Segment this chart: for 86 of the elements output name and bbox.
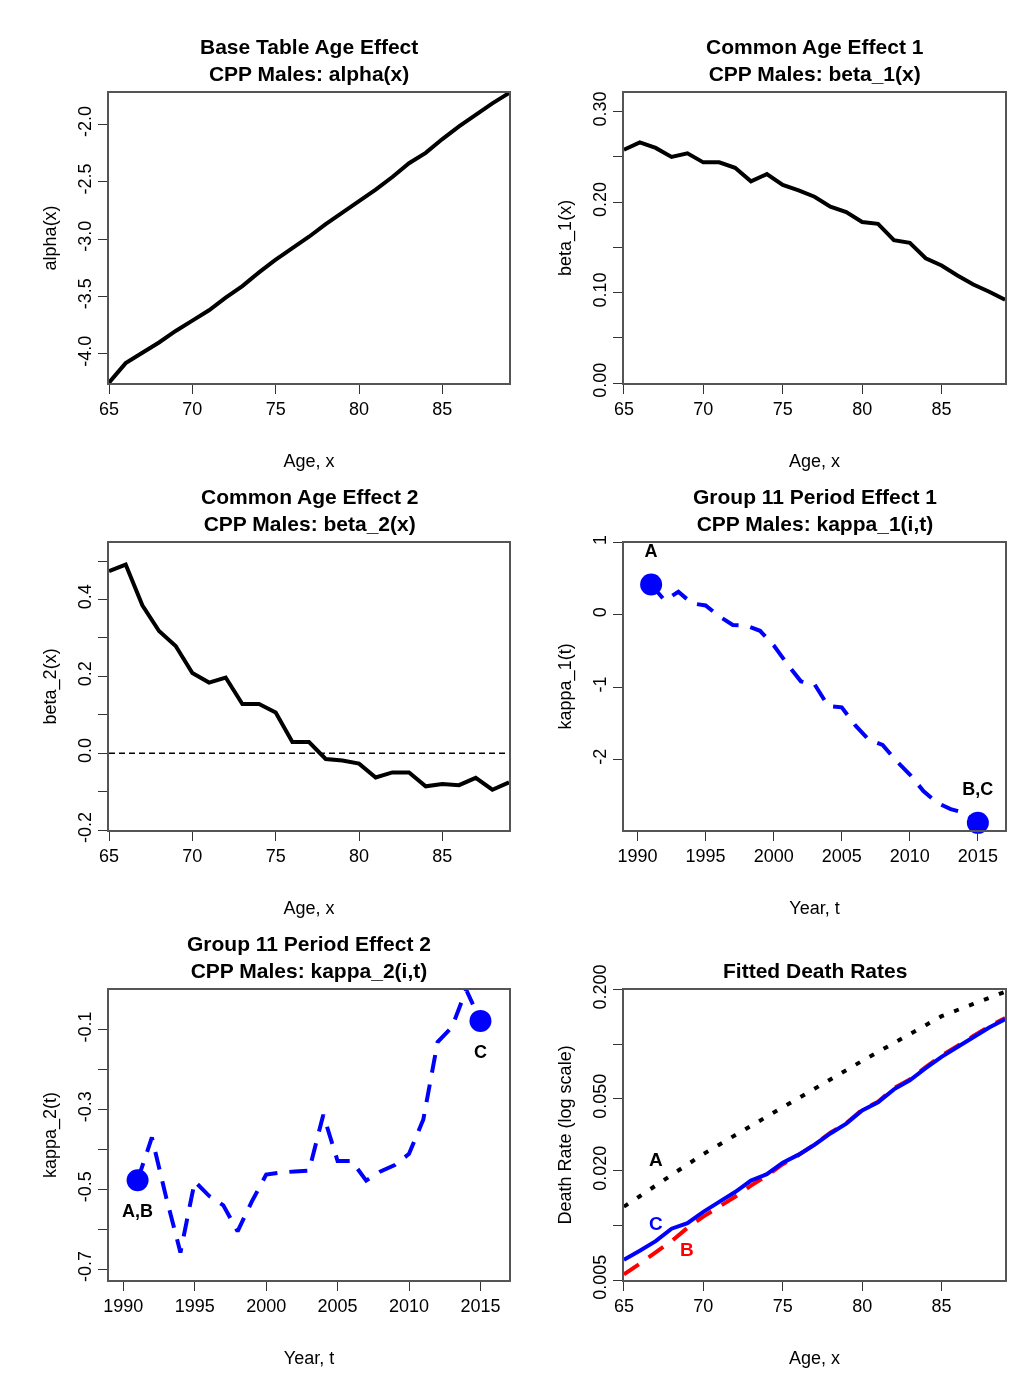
line-series	[623, 140, 1006, 302]
x-tick-label: 2000	[753, 846, 794, 867]
x-axis-title: Age, x	[788, 1347, 841, 1368]
x-tick-label: 2015	[460, 1296, 501, 1317]
x-tick-label: 2010	[389, 1296, 430, 1317]
x-tick-label: 65	[613, 1296, 634, 1317]
y-tick-label: 1	[589, 534, 610, 545]
y-tick-label: 0.20	[589, 181, 610, 217]
y-tick-label: -0.3	[75, 1091, 96, 1123]
x-tick-label: 80	[349, 399, 370, 420]
y-tick-label: -1	[589, 676, 610, 693]
y-axis-title: alpha(x)	[39, 205, 60, 271]
x-axis-title: Age, x	[788, 450, 841, 471]
y-tick-label: 0.30	[589, 91, 610, 127]
y-tick-label: 0.050	[589, 1073, 610, 1119]
y-tick-label: 0.00	[589, 362, 610, 398]
y-tick-label: -4.0	[75, 335, 96, 367]
x-tick-label: 80	[852, 399, 873, 420]
x-tick-label: 1990	[617, 846, 658, 867]
x-axis-title: Year, t	[789, 898, 840, 919]
line-series	[109, 562, 510, 792]
x-tick-label: 80	[852, 1296, 873, 1317]
y-tick-label: 0	[589, 607, 610, 618]
chart-title: Common Age Effect 2 CPP Males: beta_2(x)	[201, 485, 419, 536]
y-tick-label: 0.200	[589, 964, 610, 1010]
x-tick-label: 65	[99, 846, 120, 867]
x-tick-label: 85	[931, 399, 952, 420]
x-tick-label: 65	[99, 399, 120, 420]
y-tick-label: 0.0	[75, 738, 96, 764]
x-tick-label: 1995	[174, 1296, 215, 1317]
x-tick-label: 2000	[246, 1296, 287, 1317]
x-tick-label: 2005	[317, 1296, 358, 1317]
series-label: B	[680, 1239, 694, 1260]
x-tick-label: 2005	[821, 846, 862, 867]
x-tick-label: 80	[349, 846, 370, 867]
y-tick-label: 0.4	[75, 584, 96, 610]
y-axis-title: kappa_2(t)	[39, 1091, 61, 1178]
y-tick-label: -2.5	[75, 163, 96, 195]
y-axis-title: beta_2(x)	[39, 648, 61, 725]
chart-title: Group 11 Period Effect 2 CPP Males: kappa_2(i,t)	[187, 932, 431, 983]
data-label: A,B	[122, 1201, 154, 1222]
y-tick-label: 0.10	[589, 272, 610, 308]
y-tick-label: 0.005	[589, 1254, 610, 1300]
series-label: A	[649, 1149, 663, 1170]
x-tick-label: 2015	[957, 846, 998, 867]
y-tick-label: -0.1	[75, 1011, 96, 1043]
y-axis-title: kappa_1(t)	[554, 643, 576, 730]
chart-title: Group 11 Period Effect 1 CPP Males: kappa_1(i,t)	[693, 485, 938, 536]
x-tick-label: 1995	[685, 846, 726, 867]
line-series	[109, 92, 510, 384]
y-axis-title: Death Rate (log scale)	[554, 1045, 575, 1225]
x-axis-title: Year, t	[283, 1347, 335, 1368]
y-axis-title: beta_1(x)	[554, 199, 576, 276]
x-tick-label: 75	[265, 846, 286, 867]
chart-title: Fitted Death Rates	[723, 959, 908, 982]
x-axis-title: Age, x	[283, 450, 335, 471]
chart-title: Common Age Effect 1 CPP Males: beta_1(x)	[706, 35, 924, 86]
y-tick-label: 0.020	[589, 1145, 610, 1191]
x-tick-label: 85	[432, 846, 453, 867]
x-tick-label: 75	[265, 399, 286, 420]
x-tick-label: 70	[693, 399, 714, 420]
chart-title: Base Table Age Effect CPP Males: alpha(x)	[200, 35, 419, 86]
y-tick-label: 0.2	[75, 661, 96, 687]
y-tick-label: -0.5	[75, 1171, 96, 1203]
x-tick-label: 75	[772, 1296, 793, 1317]
x-axis-title: Age, x	[283, 898, 335, 919]
y-tick-label: -2.0	[75, 105, 96, 137]
y-tick-label: -3.5	[75, 278, 96, 310]
x-tick-label: 70	[693, 1296, 714, 1317]
x-tick-label: 65	[613, 399, 634, 420]
data-label: A	[644, 540, 658, 561]
x-tick-label: 70	[182, 846, 203, 867]
y-tick-label: -3.0	[75, 220, 96, 252]
data-label: B,C	[962, 778, 994, 799]
x-tick-label: 75	[772, 399, 793, 420]
series-label: C	[649, 1213, 663, 1234]
y-tick-label: -0.2	[75, 811, 96, 843]
x-tick-label: 70	[182, 399, 203, 420]
x-tick-label: 1990	[103, 1296, 144, 1317]
x-tick-label: 85	[931, 1296, 952, 1317]
line-series	[623, 989, 1006, 1209]
x-tick-label: 2010	[889, 846, 930, 867]
y-tick-label: -2	[589, 748, 610, 765]
x-tick-label: 85	[432, 399, 453, 420]
data-label: C	[473, 1041, 487, 1062]
y-tick-label: -0.7	[75, 1251, 96, 1283]
